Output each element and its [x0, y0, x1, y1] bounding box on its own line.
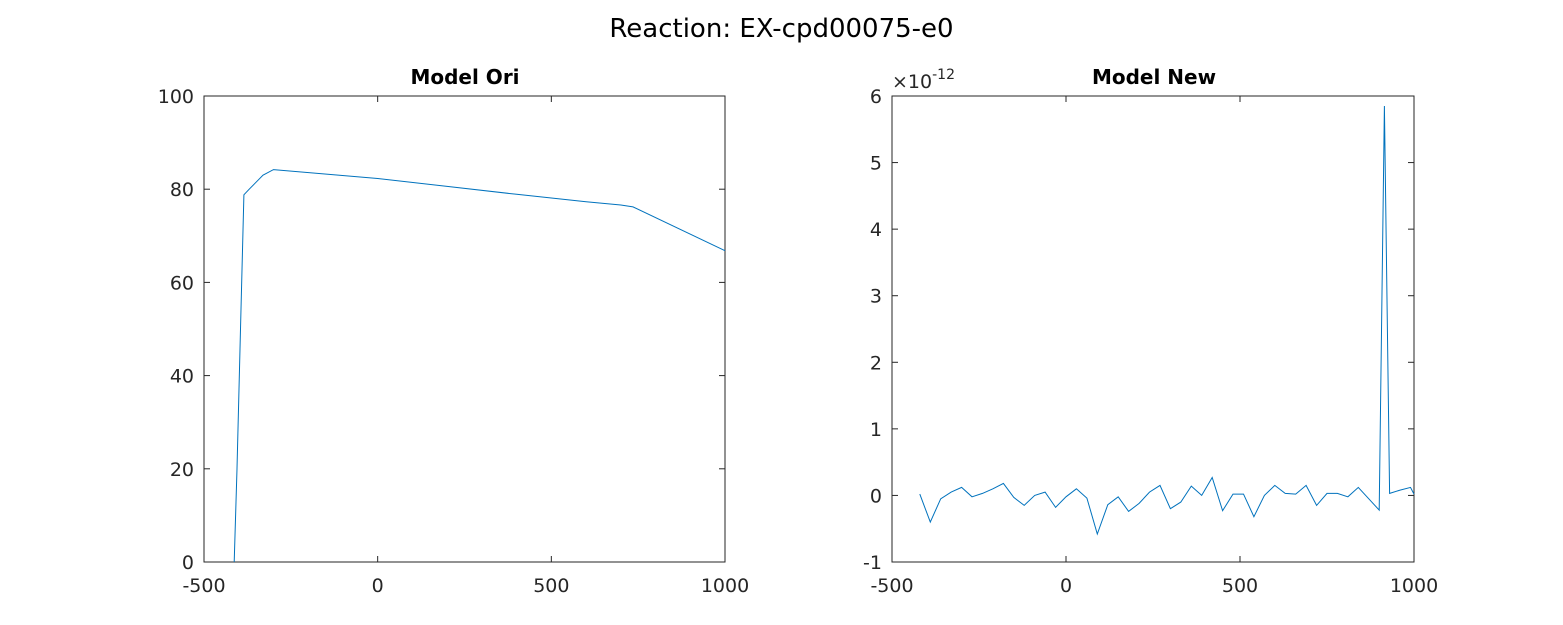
x-tick-label: -500 [870, 575, 913, 597]
series-line-model-new [919, 105, 1415, 536]
y-tick-label: 6 [870, 86, 882, 108]
y-tick-label: 5 [870, 153, 882, 175]
axes-box-model-new [891, 95, 1415, 563]
x-tick-label: 1000 [1390, 575, 1438, 597]
axes-title-model-new: Model New [1092, 65, 1216, 89]
axes-title-model-ori: Model Ori [410, 65, 519, 89]
y-tick-label: 40 [170, 366, 194, 388]
series-line-model-ori [233, 169, 726, 563]
x-tick-label: 1000 [701, 575, 749, 597]
axes-box-model-ori [203, 95, 726, 563]
y-tick-label: 20 [170, 459, 194, 481]
x-tick-label: 500 [533, 575, 569, 597]
figure-title: Reaction: EX-cpd00075-e0 [609, 14, 954, 44]
y-tick-label: 1 [870, 419, 882, 441]
x-tick-label: 0 [1060, 575, 1072, 597]
y-tick-label: 80 [170, 179, 194, 201]
y-tick-label: 60 [170, 272, 194, 294]
axes-model-new: Model New -500 0 500 1000 -1 0 1 2 3 4 5 6 ×10-12 [863, 65, 1438, 597]
x-tick-label: 0 [372, 575, 384, 597]
y-tick-label: -1 [863, 552, 882, 574]
y-tick-label: 3 [870, 286, 882, 308]
x-tick-label: 500 [1222, 575, 1258, 597]
y-tick-label: 2 [870, 352, 882, 374]
x-tick-label: -500 [182, 575, 225, 597]
y-tick-label: 0 [182, 552, 194, 574]
y-tick-label: 100 [158, 86, 194, 108]
y-tick-label: 0 [870, 485, 882, 507]
y-exponent-label: ×10-12 [892, 67, 955, 93]
y-tick-label: 4 [870, 219, 882, 241]
